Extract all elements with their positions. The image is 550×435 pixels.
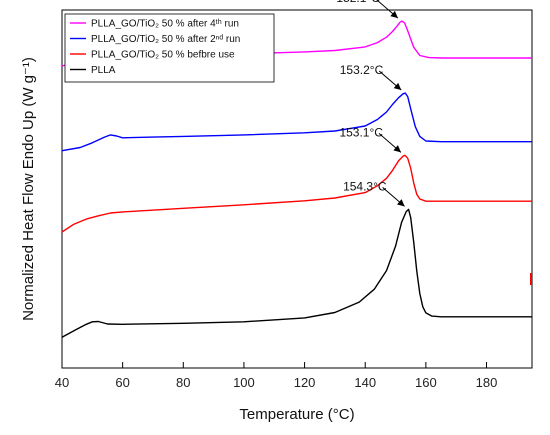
x-axis: 40 60 80 100 120 140 160 180	[55, 362, 498, 390]
peak-label: 152.1°C	[336, 0, 380, 5]
x-tick-label: 140	[354, 375, 376, 390]
series-line-2	[61, 154, 532, 233]
x-tick-label: 40	[55, 375, 69, 390]
legend-label: PLLA_GO/TiO₂ 50 % after 2ⁿᵈ run	[91, 34, 240, 45]
peak-arrowhead	[390, 10, 398, 19]
peak-label: 153.2°C	[340, 63, 384, 77]
x-tick-label: 180	[476, 375, 498, 390]
legend-label: PLLA_GO/TiO₂ 50 % befbre use	[91, 50, 235, 61]
x-tick-label: 120	[294, 375, 316, 390]
y-axis-title: Normalized Heat Flow Endo Up (W g⁻¹)	[20, 57, 37, 321]
x-tick-label: 60	[115, 375, 129, 390]
legend-label: PLLA	[91, 65, 116, 76]
annotation-layer: 152.1°C 153.2°C 153.1°C 154.3°C	[336, 0, 405, 207]
x-axis-title: Temperature (°C)	[239, 406, 354, 423]
x-tick-label: 160	[415, 375, 437, 390]
peak-arrowhead	[393, 145, 401, 153]
peak-arrowhead	[397, 199, 405, 207]
x-tick-label: 80	[176, 375, 190, 390]
peak-label: 153.1°C	[339, 125, 383, 139]
series-line-3	[61, 208, 532, 338]
series-line-1	[61, 92, 532, 152]
legend-label: PLLA_GO/TiO₂ 50 % after 4ᵗʰ run	[91, 19, 239, 30]
legend: PLLA_GO/TiO₂ 50 % after 4ᵗʰ run PLLA_GO/T…	[64, 13, 275, 83]
legend-box	[64, 13, 275, 83]
peak-label: 154.3°C	[343, 179, 387, 193]
peak-arrowhead	[393, 82, 402, 91]
x-tick-label: 100	[233, 375, 255, 390]
series-layer	[61, 20, 532, 338]
